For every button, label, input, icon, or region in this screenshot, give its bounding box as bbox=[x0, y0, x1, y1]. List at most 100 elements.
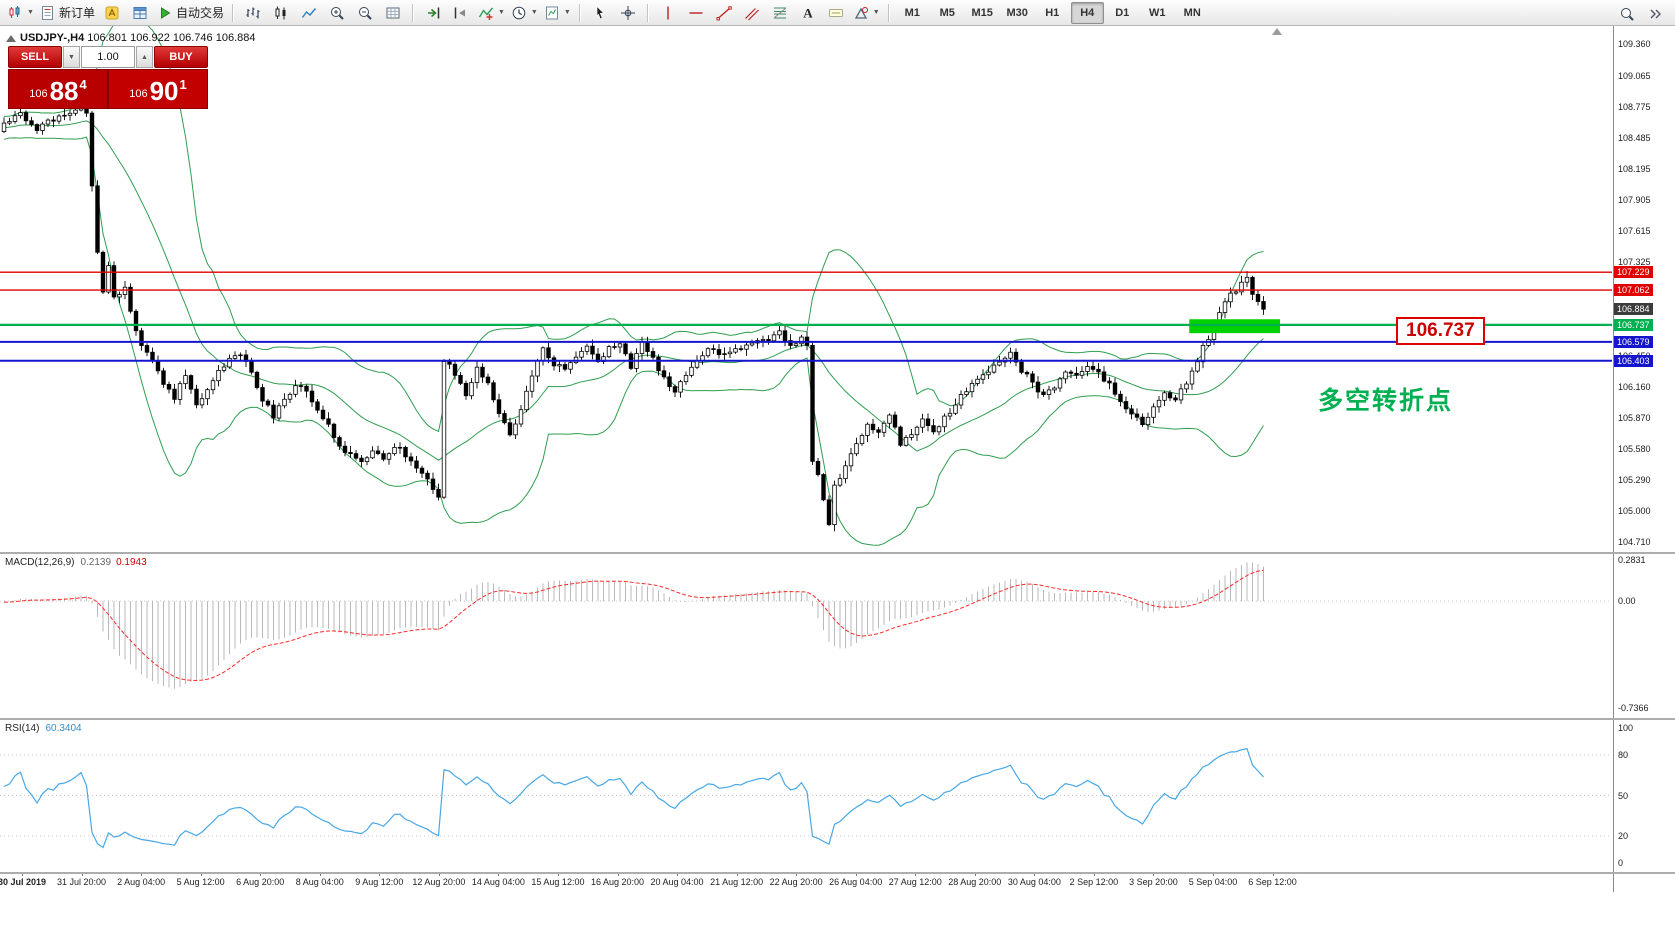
annotation-note-text[interactable]: 多空转折点 bbox=[1318, 387, 1454, 415]
time-label: 21 Aug 12:00 bbox=[710, 877, 764, 887]
toolbar-overflow-button[interactable] bbox=[1641, 2, 1669, 26]
axis-tick-label: 50 bbox=[1618, 790, 1629, 801]
time-axis-tick bbox=[22, 872, 23, 876]
time-axis-tick bbox=[677, 872, 679, 876]
chart-shift-icon bbox=[453, 5, 469, 21]
price-callout-label[interactable]: 106.737 bbox=[1396, 317, 1485, 345]
equidistant-channel-button[interactable] bbox=[738, 1, 766, 25]
timeframe-h1-button[interactable]: H1 bbox=[1045, 6, 1060, 19]
time-axis-tick bbox=[498, 872, 500, 876]
equidistant-channel-icon bbox=[744, 5, 760, 21]
timeframe-h4-button[interactable]: H4 bbox=[1070, 1, 1104, 24]
price-axis[interactable]: 109.360 109.065 108.775 108.485 108.195 107.9… bbox=[1613, 26, 1675, 892]
buy-button[interactable]: BUY bbox=[154, 46, 208, 68]
timeframe-d1-button[interactable]: D1 bbox=[1115, 6, 1130, 19]
candlestick-chart[interactable] bbox=[0, 26, 1612, 552]
time-label: 8 Aug 04:00 bbox=[295, 877, 344, 887]
chart-symbol-label: USDJPY-,H4 bbox=[20, 32, 85, 44]
macd-pane[interactable]: MACD(12,26,9) 0.2139 0.1943 bbox=[0, 554, 1612, 718]
text-button[interactable]: A bbox=[794, 1, 822, 25]
timeframe-m15-button[interactable]: M15 bbox=[971, 6, 993, 19]
candles bbox=[1, 100, 1266, 532]
crosshair-button[interactable] bbox=[614, 1, 642, 25]
pane-splitter-rsi[interactable] bbox=[0, 718, 1675, 720]
search-button[interactable] bbox=[1613, 2, 1641, 26]
axis-tick-label: 105.870 bbox=[1618, 412, 1651, 423]
toolbar-separator bbox=[231, 3, 234, 22]
one-click-collapse-icon[interactable] bbox=[6, 35, 16, 42]
chevron-down-icon: ▼ bbox=[872, 9, 880, 16]
time-axis-tick bbox=[260, 872, 262, 876]
axis-tick-label: 0 bbox=[1618, 858, 1624, 868]
pane-splitter-macd[interactable] bbox=[0, 552, 1675, 554]
toolbar-overflow-icon bbox=[1647, 6, 1663, 22]
time-axis-tick bbox=[200, 872, 202, 876]
chart-window[interactable]: USDJPY-,H4 106.801 106.922 106.746 106.8… bbox=[0, 26, 1675, 951]
metaeditor-button[interactable] bbox=[98, 1, 126, 25]
crosshair-icon bbox=[620, 5, 636, 21]
price-tag-106.579: 106.579 bbox=[1614, 335, 1653, 348]
bid-price-panel[interactable]: 106 88 4 bbox=[8, 69, 108, 109]
zoom-out-button[interactable] bbox=[351, 1, 379, 25]
price-tag-106.403: 106.403 bbox=[1614, 354, 1653, 367]
time-axis[interactable]: 30 Jul 2019 31 Jul 20:00 2 Aug 04:00 5 Aug … bbox=[0, 872, 1675, 892]
volume-input[interactable]: 1.00 bbox=[81, 46, 135, 68]
templates-button[interactable]: ▼ bbox=[541, 1, 574, 25]
tile-windows-button[interactable] bbox=[379, 1, 407, 25]
chart-shift-button[interactable] bbox=[447, 1, 475, 25]
fibonacci-button[interactable] bbox=[766, 1, 794, 25]
new-chart-button[interactable]: ▼ bbox=[4, 1, 37, 25]
text-label-icon bbox=[828, 5, 844, 21]
cursor-button[interactable] bbox=[586, 1, 614, 25]
price-tag-107.229: 107.229 bbox=[1614, 266, 1653, 279]
rsi-pane[interactable]: RSI(14) 60.3404 bbox=[0, 720, 1612, 872]
ask-big: 90 bbox=[149, 76, 179, 106]
time-axis-tick bbox=[438, 872, 440, 876]
svg-text:A: A bbox=[803, 5, 813, 20]
toolbar-separator bbox=[411, 3, 414, 22]
arrows-button[interactable]: ▼ bbox=[850, 1, 883, 25]
timeframe-m30-button[interactable]: M30 bbox=[1006, 6, 1028, 19]
volume-increase-button[interactable]: ▲ bbox=[136, 46, 153, 68]
time-label: 2 Aug 04:00 bbox=[117, 877, 166, 887]
data-window-button[interactable] bbox=[126, 1, 154, 25]
time-axis-tick bbox=[1093, 872, 1095, 876]
candlestick-chart-button[interactable] bbox=[267, 1, 295, 25]
price-tag-106.884: 106.884 bbox=[1614, 303, 1653, 316]
trendline-button[interactable] bbox=[710, 1, 738, 25]
one-click-trading-panel: SELL ▼ 1.00 ▲ BUY 106 88 4 106 90 1 bbox=[8, 46, 208, 109]
zoom-out-icon bbox=[357, 5, 373, 21]
time-label: 5 Sep 04:00 bbox=[1188, 877, 1238, 887]
macd-signal-line bbox=[3, 569, 1264, 681]
zoom-in-button[interactable] bbox=[323, 1, 351, 25]
ask-price-panel[interactable]: 106 90 1 bbox=[108, 69, 208, 109]
timeframe-m1-button[interactable]: M1 bbox=[904, 6, 920, 19]
horizontal-line-button[interactable] bbox=[682, 1, 710, 25]
line-chart-button[interactable] bbox=[295, 1, 323, 25]
timeframe-mn-button[interactable]: MN bbox=[1183, 6, 1201, 19]
autotrading-button[interactable]: 自动交易 bbox=[154, 1, 227, 25]
axis-tick-label: 106.160 bbox=[1618, 381, 1651, 392]
sell-button[interactable]: SELL bbox=[8, 46, 62, 68]
bollinger-middle bbox=[3, 120, 1264, 461]
chart-shift-marker[interactable] bbox=[1272, 28, 1282, 35]
chevron-down-icon: ▼ bbox=[563, 9, 571, 16]
timeframe-m5-button[interactable]: M5 bbox=[939, 6, 955, 19]
volume-decrease-button[interactable]: ▼ bbox=[63, 46, 80, 68]
main-chart-pane[interactable]: USDJPY-,H4 106.801 106.922 106.746 106.8… bbox=[0, 26, 1612, 552]
axis-tick-label: 100 bbox=[1618, 723, 1634, 733]
support-zone-highlight[interactable] bbox=[1189, 319, 1280, 334]
bar-chart-button[interactable] bbox=[239, 1, 267, 25]
time-axis-tick bbox=[319, 872, 321, 876]
indicators-button[interactable]: ▼ bbox=[475, 1, 508, 25]
ask-sup: 1 bbox=[179, 77, 187, 92]
axis-tick-label: 105.290 bbox=[1618, 474, 1651, 485]
autotrading-icon bbox=[157, 5, 173, 21]
auto-scroll-button[interactable] bbox=[419, 1, 447, 25]
vertical-line-button[interactable] bbox=[654, 1, 682, 25]
text-label-button[interactable] bbox=[822, 1, 850, 25]
timeframe-w1-button[interactable]: W1 bbox=[1148, 6, 1166, 19]
new-order-button[interactable]: 新订单 bbox=[37, 1, 98, 25]
time-label: 30 Aug 04:00 bbox=[1007, 877, 1061, 887]
periods-button[interactable]: ▼ bbox=[508, 1, 541, 25]
